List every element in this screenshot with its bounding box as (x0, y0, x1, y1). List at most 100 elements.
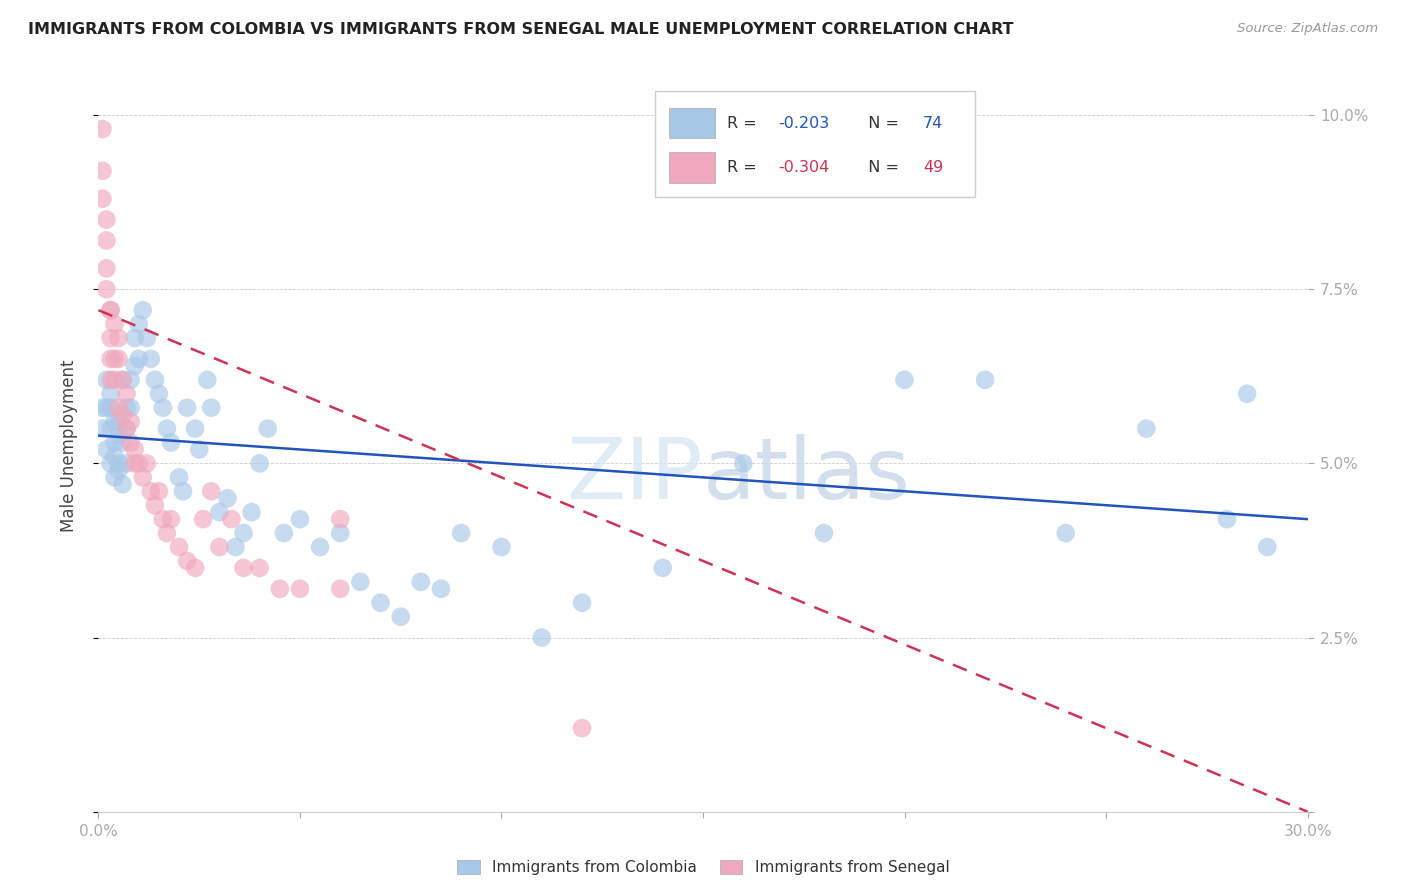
Point (651, 561, 673, 575)
Point (115, 421, 138, 435)
Point (184, 421, 207, 435)
Text: -0.304: -0.304 (778, 160, 830, 175)
Point (143, 498, 166, 512)
Point (329, 512, 352, 526)
Point (103, 415, 125, 429)
Point (813, 526, 835, 541)
Text: IMMIGRANTS FROM COLOMBIA VS IMMIGRANTS FROM SENEGAL MALE UNEMPLOYMENT CORRELATIO: IMMIGRANTS FROM COLOMBIA VS IMMIGRANTS F… (28, 22, 1014, 37)
Text: N =: N = (858, 160, 904, 175)
Point (974, 373, 997, 387)
Point (115, 386, 138, 401)
Point (370, 596, 392, 610)
Point (143, 373, 166, 387)
Point (160, 435, 183, 450)
Point (184, 561, 207, 575)
Point (124, 457, 146, 471)
Text: 74: 74 (924, 116, 943, 130)
Point (115, 401, 138, 415)
Point (208, 505, 231, 519)
Point (100, 421, 122, 435)
Point (107, 351, 129, 366)
Point (208, 540, 231, 554)
Point (893, 373, 915, 387)
Point (120, 415, 142, 429)
Point (571, 596, 593, 610)
Point (115, 421, 138, 435)
Text: atlas: atlas (703, 434, 911, 516)
Point (107, 415, 129, 429)
Point (135, 331, 157, 345)
Point (176, 401, 198, 415)
Point (188, 442, 211, 457)
Point (111, 408, 134, 422)
Point (152, 401, 174, 415)
Point (100, 373, 122, 387)
Point (176, 554, 198, 568)
Point (91, 164, 114, 178)
Point (156, 526, 179, 541)
Point (111, 373, 134, 387)
Point (148, 386, 170, 401)
Point (288, 582, 311, 596)
Point (571, 721, 593, 735)
Point (139, 351, 162, 366)
Point (96, 212, 118, 227)
FancyBboxPatch shape (655, 91, 976, 197)
Point (172, 484, 194, 499)
Text: R =: R = (727, 116, 762, 130)
Point (103, 317, 125, 331)
Point (132, 303, 155, 318)
Point (100, 351, 122, 366)
Point (232, 526, 254, 541)
Text: N =: N = (858, 116, 904, 130)
Point (132, 470, 155, 484)
Point (100, 331, 122, 345)
Point (148, 484, 170, 499)
Point (111, 435, 134, 450)
Point (167, 540, 190, 554)
Point (128, 317, 150, 331)
Point (96, 261, 118, 276)
Point (103, 470, 125, 484)
Point (1236, 386, 1258, 401)
Point (273, 526, 295, 541)
Point (329, 526, 352, 541)
Point (195, 373, 218, 387)
Text: -0.203: -0.203 (778, 116, 830, 130)
Point (309, 540, 332, 554)
Point (156, 421, 179, 435)
Bar (669, 153, 716, 183)
Point (491, 540, 513, 554)
Point (288, 512, 311, 526)
Point (193, 512, 215, 526)
Text: 49: 49 (924, 160, 943, 175)
Point (111, 373, 134, 387)
Point (1135, 421, 1157, 435)
Point (217, 491, 239, 506)
Point (96, 442, 118, 457)
Point (124, 359, 146, 373)
Point (100, 457, 122, 471)
Point (103, 351, 125, 366)
Point (107, 463, 129, 477)
Point (128, 457, 150, 471)
Point (103, 435, 125, 450)
Point (120, 435, 142, 450)
Point (200, 484, 222, 499)
Point (124, 331, 146, 345)
Point (269, 582, 291, 596)
Point (100, 303, 122, 318)
Y-axis label: Male Unemployment: Male Unemployment (59, 359, 77, 533)
Point (232, 561, 254, 575)
Point (91, 192, 114, 206)
Point (450, 526, 472, 541)
Point (530, 631, 553, 645)
Point (221, 512, 243, 526)
Point (111, 477, 134, 491)
Point (152, 512, 174, 526)
Point (128, 351, 150, 366)
Point (224, 540, 246, 554)
Point (103, 373, 125, 387)
Point (139, 484, 162, 499)
Point (135, 457, 157, 471)
